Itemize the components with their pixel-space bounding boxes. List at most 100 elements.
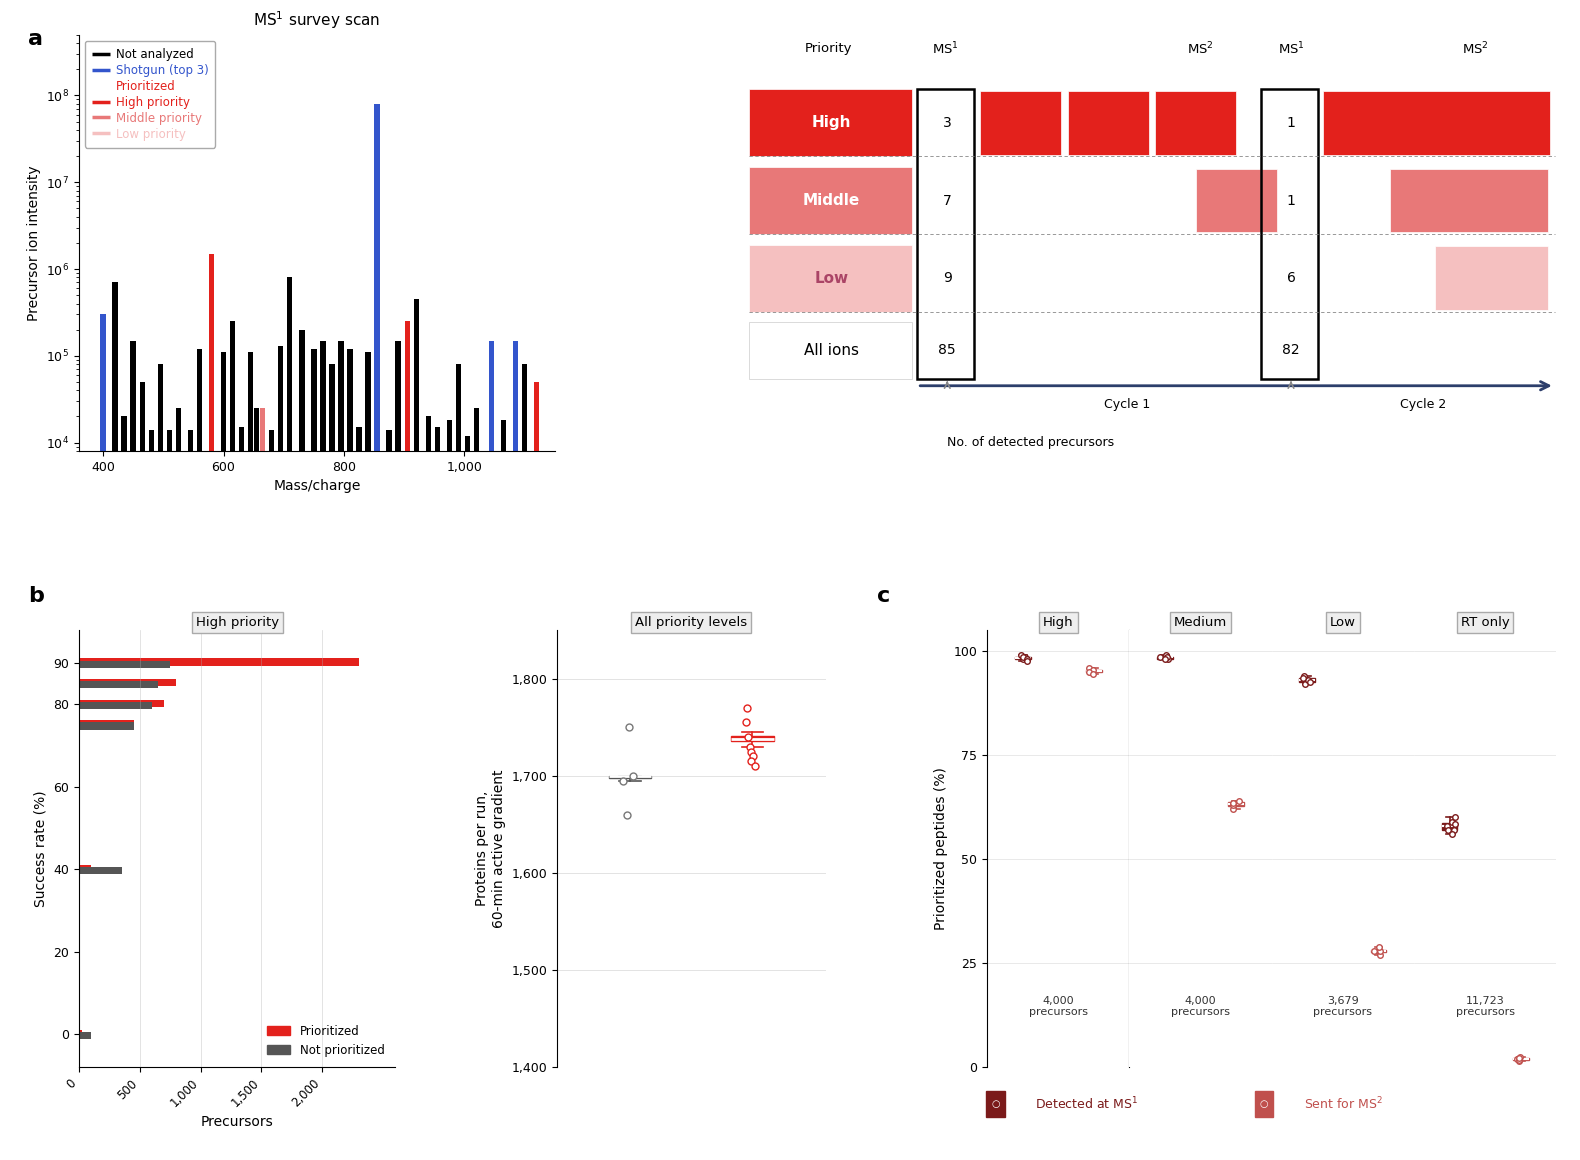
Bar (321, 341, 325, 1160)
Text: 9: 9 (943, 271, 951, 285)
Bar (521, 364, 528, 1160)
Text: 11,723
precursors: 11,723 precursors (1455, 995, 1515, 1017)
PathPatch shape (608, 776, 651, 778)
Text: 4,000
precursors: 4,000 precursors (1029, 995, 1087, 1017)
Text: MS$^1$: MS$^1$ (932, 41, 959, 57)
Bar (254, 408, 259, 1160)
Bar (749, 89, 912, 157)
Bar (338, 341, 344, 1160)
Bar (425, 416, 431, 1160)
Text: Priority: Priority (804, 43, 852, 56)
Bar (981, 92, 1062, 154)
Text: MS$^2$: MS$^2$ (1187, 41, 1213, 57)
Text: 7: 7 (943, 194, 951, 208)
Bar (79, 1031, 92, 1039)
Bar (158, 364, 163, 1160)
Bar (749, 245, 912, 312)
Bar (79, 661, 171, 668)
Text: Detected at MS$^1$: Detected at MS$^1$ (1035, 1096, 1138, 1112)
Bar (1390, 169, 1548, 232)
Bar (269, 430, 275, 1160)
Title: All priority levels: All priority levels (635, 616, 747, 629)
Bar (79, 720, 134, 727)
Bar (1068, 92, 1149, 154)
Bar (122, 416, 126, 1160)
Bar (79, 702, 152, 709)
Bar (514, 341, 518, 1160)
PathPatch shape (1228, 803, 1243, 806)
Text: 6: 6 (1286, 271, 1296, 285)
Text: c: c (877, 586, 890, 606)
Title: Medium: Medium (1174, 616, 1228, 629)
Bar (435, 427, 441, 1160)
Text: 3,679
precursors: 3,679 precursors (1313, 995, 1373, 1017)
Bar (278, 346, 283, 1160)
Bar (198, 349, 202, 1160)
Text: a: a (28, 29, 43, 49)
Title: Low: Low (1330, 616, 1356, 629)
Bar (79, 1030, 82, 1037)
Text: Cycle 2: Cycle 2 (1400, 398, 1446, 411)
PathPatch shape (1370, 950, 1386, 951)
PathPatch shape (1514, 1058, 1528, 1060)
Text: 1: 1 (1286, 116, 1296, 130)
Bar (261, 408, 265, 1160)
Bar (112, 283, 118, 1160)
Text: 3: 3 (943, 116, 951, 130)
Bar (311, 349, 316, 1160)
Bar (209, 254, 215, 1160)
Text: MS$^2$: MS$^2$ (1462, 41, 1488, 57)
Bar (79, 659, 359, 666)
Bar (166, 430, 172, 1160)
Y-axis label: Proteins per run,
60-min active gradient: Proteins per run, 60-min active gradient (476, 769, 506, 928)
Bar (387, 430, 392, 1160)
Text: MS$^1$: MS$^1$ (1278, 41, 1305, 57)
Title: High: High (1043, 616, 1073, 629)
Text: All ions: All ions (804, 343, 860, 358)
Bar (79, 864, 92, 872)
Bar (239, 427, 245, 1160)
Legend: Prioritized, Not prioritized: Prioritized, Not prioritized (262, 1020, 389, 1061)
PathPatch shape (1299, 679, 1315, 682)
Bar (1324, 92, 1550, 154)
Bar (348, 349, 352, 1160)
Bar (221, 353, 226, 1160)
Bar (79, 679, 177, 687)
Text: High: High (812, 116, 852, 130)
Bar (395, 341, 401, 1160)
Bar (79, 681, 158, 689)
Bar (101, 314, 106, 1160)
Y-axis label: Prioritized peptides (%): Prioritized peptides (%) (934, 767, 948, 930)
Text: Middle: Middle (803, 193, 860, 208)
Y-axis label: Precursor ion intensity: Precursor ion intensity (27, 165, 41, 320)
Bar (288, 277, 292, 1160)
Bar (149, 430, 153, 1160)
Bar (501, 420, 506, 1160)
Text: ○: ○ (991, 1100, 1000, 1109)
Text: ○: ○ (1259, 1100, 1269, 1109)
Bar (1435, 246, 1548, 310)
Title: RT only: RT only (1462, 616, 1509, 629)
Bar (79, 723, 134, 730)
Bar (749, 322, 912, 378)
Text: 1: 1 (1286, 194, 1296, 208)
Bar (357, 427, 362, 1160)
Text: Cycle 1: Cycle 1 (1104, 398, 1150, 411)
X-axis label: Mass/charge: Mass/charge (273, 479, 360, 493)
Bar (404, 321, 409, 1160)
X-axis label: Precursors: Precursors (201, 1115, 273, 1130)
Bar (365, 353, 371, 1160)
Text: Sent for MS$^2$: Sent for MS$^2$ (1304, 1096, 1382, 1112)
Bar (229, 321, 235, 1160)
PathPatch shape (1085, 669, 1101, 672)
Text: No. of detected precursors: No. of detected precursors (948, 436, 1114, 449)
Text: 4,000
precursors: 4,000 precursors (1171, 995, 1231, 1017)
Bar (188, 430, 193, 1160)
Legend: Not analyzed, Shotgun (top 3), Prioritized, High priority, Middle priority, Low : Not analyzed, Shotgun (top 3), Prioritiz… (85, 41, 215, 147)
Title: MS$^1$ survey scan: MS$^1$ survey scan (253, 9, 381, 31)
Title: High priority: High priority (196, 616, 278, 629)
Text: Low: Low (815, 270, 848, 285)
Bar (488, 341, 495, 1160)
Bar (749, 167, 912, 234)
PathPatch shape (732, 737, 774, 741)
